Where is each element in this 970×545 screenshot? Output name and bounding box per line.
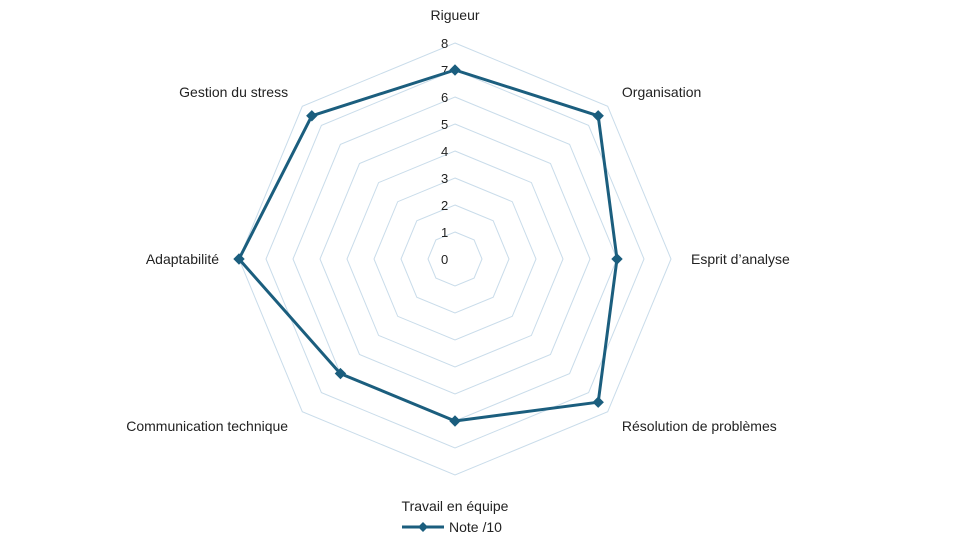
radial-tick-label: 0 [441,252,448,267]
grid-ring [373,177,537,341]
grid-ring [346,150,564,368]
category-label: Esprit d’analyse [691,251,790,267]
category-label: Résolution de problèmes [622,418,777,434]
radial-tick-label: 3 [441,171,448,186]
grid-ring [265,69,645,449]
grid-ring [238,42,672,476]
category-label: Adaptabilité [146,251,219,267]
data-point-marker[interactable] [592,396,604,408]
radial-tick-label: 2 [441,198,448,213]
radial-tick-label: 8 [441,36,448,51]
radial-tick-labels: 0 1 2 3 4 5 6 7 8 [441,36,448,267]
grid-ring [400,204,510,314]
category-label: Rigueur [430,7,479,23]
legend-label: Note /10 [449,519,502,535]
radial-tick-label: 7 [441,63,448,78]
legend-diamond-marker [418,522,428,532]
data-point-marker[interactable] [233,253,245,265]
radial-tick-label: 6 [441,90,448,105]
data-point-marker[interactable] [449,415,461,427]
category-labels: Rigueur Organisation Esprit d’analyse Résol… [126,7,790,514]
data-point-marker[interactable] [306,110,318,122]
radial-tick-label: 4 [441,144,448,159]
grid-ring [319,123,591,395]
radial-tick-label: 5 [441,117,448,132]
data-point-marker[interactable] [334,367,347,380]
category-label: Communication technique [126,418,288,434]
category-label: Organisation [622,84,701,100]
data-point-marker[interactable] [449,64,461,76]
category-label: Gestion du stress [179,84,288,100]
data-point-marker[interactable] [611,253,623,265]
radial-tick-label: 1 [441,225,448,240]
series-layer [233,64,623,427]
data-point-marker[interactable] [592,110,604,122]
legend[interactable]: Note /10 [402,519,502,535]
grid-ring [427,231,483,287]
radar-grid [238,42,672,476]
category-label: Travail en équipe [402,498,509,514]
